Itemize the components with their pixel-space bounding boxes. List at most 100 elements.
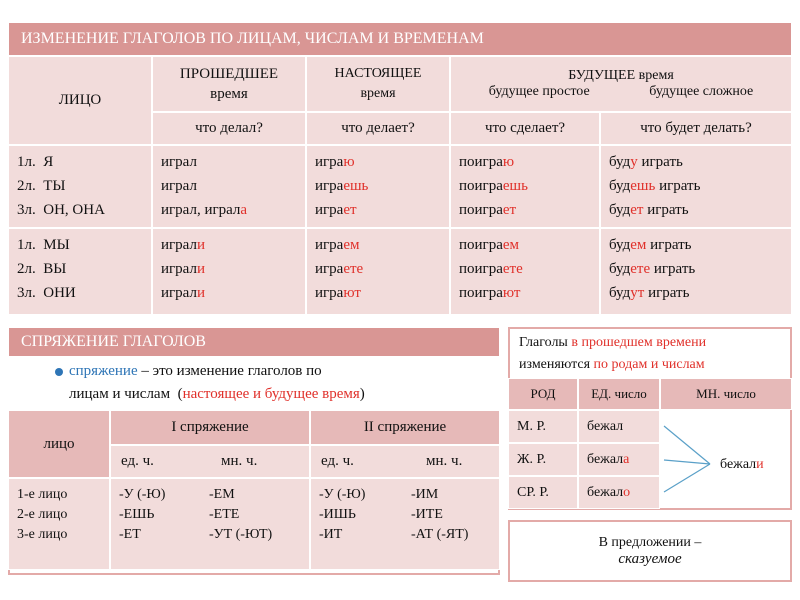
header-cell: ЕД. число — [578, 378, 660, 410]
text-segment: -ИМ — [411, 487, 439, 502]
text-segment: у — [630, 154, 638, 170]
section-title: СПРЯЖЕНИЕ ГЛАГОЛОВ — [8, 327, 500, 357]
header-cell: НАСТОЯЩЕЕ время — [306, 56, 450, 112]
text-segment: ю — [343, 154, 355, 170]
label: ед. ч. — [121, 453, 154, 469]
text-line: 2л. ТЫ — [17, 174, 143, 198]
data-cell: поиграем поиграете поиграют — [450, 228, 600, 315]
text-segment: буд — [609, 237, 631, 253]
text-segment: спряжение — [69, 363, 138, 379]
text-segment: -ИТЕ — [411, 507, 443, 522]
text-line: -ЕШЬ — [119, 505, 165, 525]
text-segment: игра — [315, 202, 344, 218]
text-segment: -У (-Ю) — [119, 487, 166, 502]
text-segment: -ЕТЕ — [209, 507, 240, 522]
label: что сделает? — [484, 120, 566, 136]
text-line: играют — [315, 281, 441, 305]
text-segment: поигра — [459, 237, 503, 253]
text-line: -УТ (-ЮТ) — [209, 525, 272, 545]
text-segment: 3л. ОНИ — [17, 285, 76, 301]
text-line: бежала — [587, 448, 629, 472]
label: будущее сложное — [649, 84, 754, 99]
label: ЛИЦО — [58, 92, 102, 108]
data-cell: буду играть будешь играть будет играть — [600, 145, 792, 228]
data-cell: играл играл играл, играла — [152, 145, 306, 228]
text-segment: -ЕТ — [119, 527, 141, 542]
text-segment: Глаголы — [519, 335, 572, 350]
text-line: 3л. ОН, ОНА — [17, 198, 143, 222]
text-segment: ют — [343, 285, 361, 301]
text-segment: играл — [161, 261, 197, 277]
text-segment: поигра — [459, 261, 503, 277]
question-cell: что будет делать? — [600, 112, 792, 145]
text-line: играли — [161, 281, 297, 305]
text-line: спряжение – это изменение глаголов по — [69, 360, 491, 383]
text-line: НАСТОЯЩЕЕ — [335, 64, 422, 84]
plural-cell: бежали — [712, 452, 790, 478]
text-segment: играть — [637, 154, 683, 170]
text-segment: изменяются — [519, 357, 594, 372]
header-cell: лицо — [8, 410, 110, 478]
header-cell: ЛИЦО — [8, 56, 152, 145]
text-segment: настоящее и будущее время — [182, 386, 360, 402]
text-line: играл, играла — [161, 198, 297, 222]
text-segment: бежал — [587, 451, 624, 467]
gender-cell: М. Р. — [508, 410, 578, 443]
text-line: изменяются по родам и числам — [519, 354, 781, 376]
text-segment: бежал — [587, 484, 624, 500]
text-segment: играл — [161, 154, 197, 170]
text-line: играли — [161, 233, 297, 257]
text-segment: играть — [655, 178, 701, 194]
text-line: играет — [315, 198, 441, 222]
column: -У (-Ю) -ЕШЬ -ЕТ — [119, 485, 165, 545]
text-segment: буд — [609, 261, 631, 277]
column: -ИМ -ИТЕ -АТ (-ЯТ) — [411, 485, 468, 545]
text-segment: ут — [630, 285, 645, 301]
sentence-box: В предложении – сказуемое — [508, 520, 792, 582]
gender-cell: СР. Р. — [508, 476, 578, 509]
text-segment: ) — [359, 386, 365, 402]
text-segment: буд — [609, 285, 631, 301]
question-cell: что сделает? — [450, 112, 600, 145]
text-segment: время — [210, 86, 248, 102]
text-segment: -АТ (-ЯТ) — [411, 527, 469, 542]
data-cell: 1л. Я 2л. ТЫ 3л. ОН, ОНА — [8, 145, 152, 228]
text-line: играли — [161, 257, 297, 281]
text-segment: играть — [650, 261, 696, 277]
label: что делает? — [341, 120, 415, 136]
data-cell: 1-е лицо 2-е лицо 3-е лицо — [8, 478, 110, 570]
text-segment: – это изменение глаголов по — [137, 363, 322, 379]
text-line: будет играть — [609, 198, 783, 222]
text-segment: ешь — [630, 178, 656, 194]
text-line: поиграешь — [459, 174, 591, 198]
text-segment: буд — [609, 178, 631, 194]
text-line: будут играть — [609, 281, 783, 305]
text-line: -ИШЬ — [319, 505, 365, 525]
text-segment: по родам и числам — [593, 357, 705, 372]
text-segment: в прошедшем времени — [571, 335, 707, 350]
text-line: играл — [161, 174, 297, 198]
text-segment: играл — [161, 178, 197, 194]
singular-cell: бежала — [578, 443, 660, 476]
text-segment: бежал — [587, 418, 624, 434]
text-segment: о — [623, 484, 631, 500]
label: СПРЯЖЕНИЕ ГЛАГОЛОВ — [21, 333, 206, 350]
text-line: 3-е лицо — [17, 525, 101, 545]
text-line: играл — [161, 150, 297, 174]
text-segment: ем — [502, 237, 520, 253]
text-line: -АТ (-ЯТ) — [411, 525, 468, 545]
text-segment: лицам и числам ( — [69, 386, 183, 402]
text-segment: играть — [646, 237, 692, 253]
title-cell: ИЗМЕНЕНИЕ ГЛАГОЛОВ ПО ЛИЦАМ, ЧИСЛАМ И ВР… — [8, 22, 792, 56]
subheader-row: будущее простое будущее сложное — [459, 84, 783, 100]
text-segment: играл — [161, 237, 197, 253]
column: -ЕМ -ЕТЕ -УТ (-ЮТ) — [209, 485, 272, 545]
text-segment: бежал — [720, 457, 757, 472]
data-cell: 1л. МЫ 2л. ВЫ 3л. ОНИ — [8, 228, 152, 315]
text-segment: и — [756, 457, 764, 472]
singular-cell: бежал — [578, 410, 660, 443]
text-line: 1-е лицо — [17, 485, 101, 505]
text-segment: играть — [643, 202, 689, 218]
text-segment: время — [360, 86, 396, 101]
text-line: -ЕТ — [119, 525, 165, 545]
